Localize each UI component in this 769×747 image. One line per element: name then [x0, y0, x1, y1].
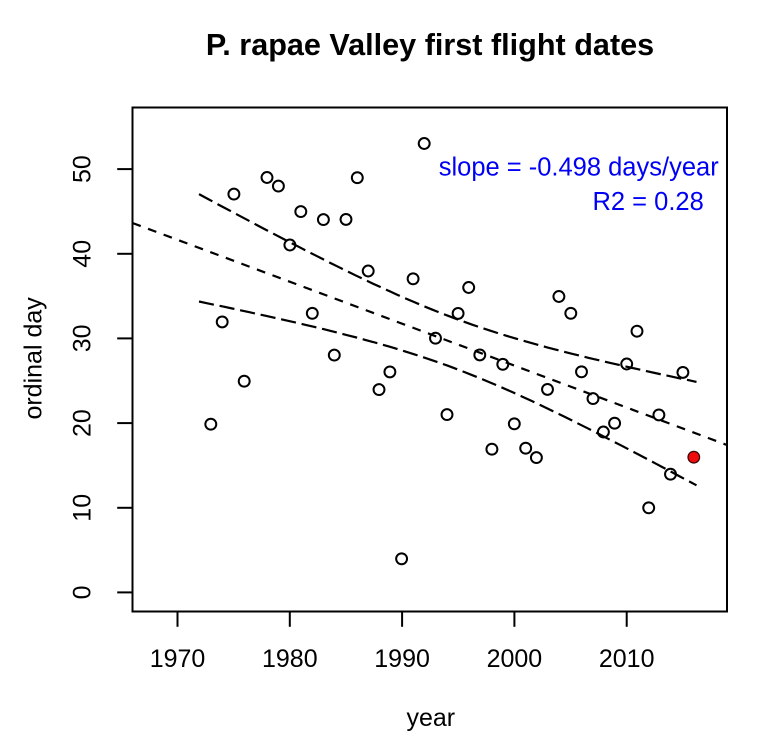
svg-text:1990: 1990	[374, 645, 430, 673]
svg-text:10: 10	[69, 494, 97, 522]
svg-text:P. rapae Valley first flight d: P. rapae Valley first flight dates	[206, 28, 654, 62]
svg-text:2000: 2000	[487, 645, 543, 673]
svg-text:1970: 1970	[150, 645, 206, 673]
svg-text:30: 30	[69, 324, 97, 352]
svg-text:ordinal day: ordinal day	[20, 297, 48, 420]
svg-text:2010: 2010	[599, 645, 655, 673]
svg-text:1980: 1980	[262, 645, 318, 673]
svg-text:slope = -0.498 days/year: slope = -0.498 days/year	[439, 153, 719, 181]
svg-text:20: 20	[69, 409, 97, 437]
svg-text:R2 = 0.28: R2 = 0.28	[593, 188, 704, 216]
svg-text:50: 50	[69, 155, 97, 183]
svg-text:year: year	[406, 704, 455, 732]
svg-text:40: 40	[69, 240, 97, 268]
svg-text:0: 0	[69, 585, 97, 599]
